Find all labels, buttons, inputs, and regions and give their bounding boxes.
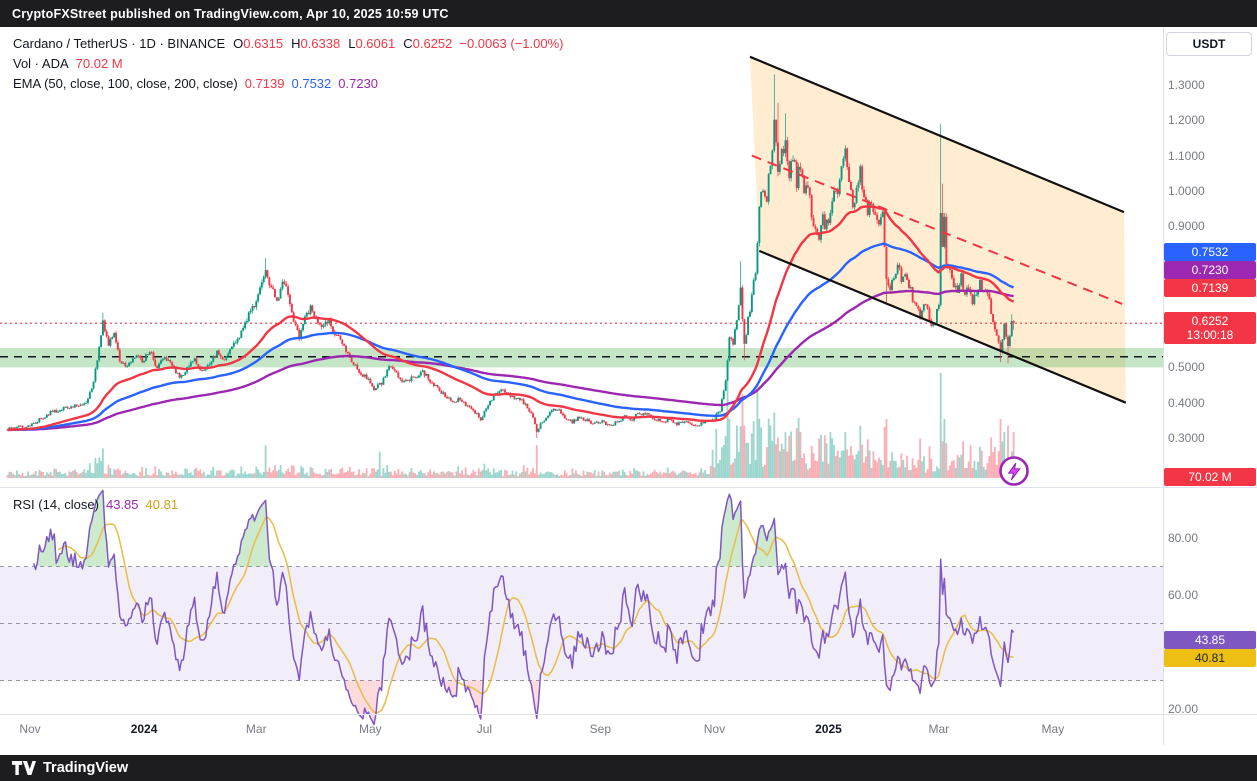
ema100-value: 0.7532 <box>291 76 332 91</box>
time-tick-May: May <box>1041 722 1065 736</box>
volume-legend-row[interactable]: Vol · ADA 70.02 M <box>13 56 123 71</box>
price-label-0.7230: 0.7230 <box>1164 261 1256 279</box>
symbol-legend-row[interactable]: Cardano / TetherUS · 1D · BINANCE O0.6315… <box>13 36 563 51</box>
attribution-text: CryptoFXStreet published on TradingView.… <box>12 6 449 21</box>
price-label-70.02M: 70.02 M <box>1164 468 1256 486</box>
symbol-title[interactable]: Cardano / TetherUS · 1D · BINANCE <box>13 36 226 51</box>
open-label: O <box>233 36 244 51</box>
lightning-icon <box>999 456 1029 486</box>
attribution-bar: CryptoFXStreet published on TradingView.… <box>0 0 1257 27</box>
tv-mark-icon <box>12 761 36 775</box>
rsi-value: 43.85 <box>105 497 139 512</box>
time-tick-Nov: Nov <box>703 722 726 736</box>
volume-value: 70.02 M <box>75 56 123 71</box>
price-tick-1.3000: 1.3000 <box>1168 78 1205 92</box>
footer-bar: TradingView <box>0 755 1257 781</box>
time-tick-Sep: Sep <box>589 722 612 736</box>
price-tick-0.3000: 0.3000 <box>1168 431 1205 445</box>
tradingview-logo[interactable]: TradingView <box>12 760 128 776</box>
price-label-0.7532: 0.7532 <box>1164 243 1256 261</box>
currency-badge[interactable]: USDT <box>1166 32 1252 56</box>
time-tick-Mar: Mar <box>245 722 267 736</box>
rsi-label-40.81: 40.81 <box>1164 649 1256 667</box>
price-label-0.6252: 0.6252 13:00:18 <box>1164 312 1256 344</box>
rsi-ma-value: 40.81 <box>145 497 179 512</box>
ema-legend-row[interactable]: EMA (50, close, 100, close, 200, close) 0… <box>13 76 378 91</box>
low-label: L <box>348 36 356 51</box>
change-value: −0.0063 (−1.00%) <box>459 36 564 51</box>
flash-boost-icon[interactable] <box>997 454 1031 493</box>
rsi-tick-60.00: 60.00 <box>1168 588 1199 602</box>
time-tick-May: May <box>358 722 382 736</box>
low-value: 0.6061 <box>355 36 396 51</box>
time-tick-Mar: Mar <box>928 722 950 736</box>
time-tick-Jul: Jul <box>476 722 493 736</box>
rsi-legend-row[interactable]: RSI (14, close) 43.85 40.81 <box>13 497 178 512</box>
high-label: H <box>291 36 301 51</box>
rsi-tick-20.00: 20.00 <box>1168 702 1199 716</box>
high-value: 0.6338 <box>300 36 341 51</box>
price-tick-0.4000: 0.4000 <box>1168 395 1205 410</box>
time-tick-2024: 2024 <box>130 722 158 736</box>
price-tick-0.9000: 0.9000 <box>1168 219 1205 234</box>
price-tick-1.0000: 1.0000 <box>1168 183 1205 198</box>
open-value: 0.6315 <box>243 36 284 51</box>
time-tick-Nov: Nov <box>19 722 41 736</box>
ema-label: EMA (50, close, 100, close, 200, close) <box>13 76 238 91</box>
volume-label: Vol · ADA <box>13 56 69 71</box>
time-tick-2025: 2025 <box>815 722 842 736</box>
price-tick-1.2000: 1.2000 <box>1168 113 1205 128</box>
close-value: 0.6252 <box>412 36 453 51</box>
rsi-label-43.85: 43.85 <box>1164 631 1256 649</box>
ema50-value: 0.7139 <box>244 76 285 91</box>
price-tick-0.5000: 0.5000 <box>1168 360 1205 375</box>
price-label-0.7139: 0.7139 <box>1164 279 1256 297</box>
ema200-value: 0.7230 <box>338 76 379 91</box>
price-tick-1.1000: 1.1000 <box>1168 148 1205 163</box>
rsi-tick-80.00: 80.00 <box>1168 531 1199 545</box>
price-axis-divider <box>1163 27 1164 745</box>
tradingview-wordmark: TradingView <box>43 760 129 776</box>
time-axis-divider <box>0 714 1257 715</box>
close-label: C <box>403 36 413 51</box>
pane-divider[interactable] <box>0 487 1257 488</box>
rsi-label: RSI (14, close) <box>13 497 99 512</box>
countdown-timer: 13:00:18 <box>1186 328 1234 342</box>
